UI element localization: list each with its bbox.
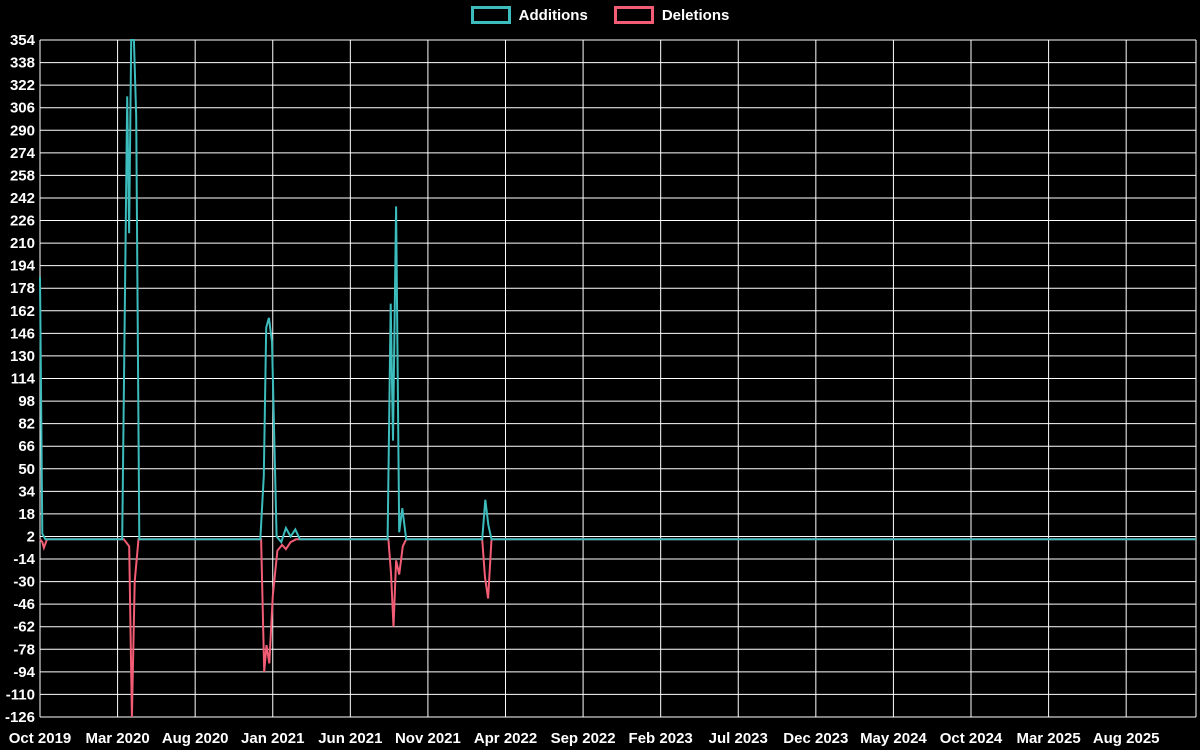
y-tick-label: -46 <box>13 596 35 613</box>
x-tick-label: Mar 2020 <box>85 730 149 747</box>
y-tick-label: 178 <box>10 280 35 297</box>
y-tick-label: 66 <box>18 438 35 455</box>
y-tick-label: 194 <box>10 258 36 275</box>
y-tick-label: 34 <box>18 483 35 500</box>
y-tick-label: 338 <box>10 55 35 72</box>
y-tick-label: -78 <box>13 641 35 658</box>
legend-label-additions: Additions <box>518 6 588 24</box>
series-line-deletions <box>39 538 1196 718</box>
series-line-additions <box>39 39 1196 545</box>
y-tick-label: 210 <box>10 235 35 252</box>
y-tick-label: 146 <box>10 325 35 342</box>
x-tick-label: Apr 2022 <box>474 730 537 747</box>
x-tick-label: Mar 2025 <box>1016 730 1080 747</box>
y-tick-label: 130 <box>10 348 35 365</box>
x-tick-label: Aug 2025 <box>1093 730 1160 747</box>
x-tick-label: Feb 2023 <box>629 730 693 747</box>
y-tick-label: -14 <box>13 551 35 568</box>
deletions-swatch-icon <box>613 6 654 24</box>
x-tick-label: Sep 2022 <box>551 730 616 747</box>
x-tick-label: Dec 2023 <box>783 730 848 747</box>
x-tick-label: Oct 2024 <box>940 730 1003 747</box>
additions-swatch-icon <box>470 6 511 24</box>
x-tick-label: Jan 2021 <box>241 730 304 747</box>
y-tick-label: -126 <box>5 709 35 726</box>
y-tick-label: 354 <box>10 32 36 49</box>
y-tick-label: 226 <box>10 213 35 230</box>
legend-label-deletions: Deletions <box>661 6 730 24</box>
y-tick-label: 18 <box>18 506 35 523</box>
legend-item-additions[interactable]: Additions <box>470 6 588 24</box>
x-tick-label: Nov 2021 <box>395 730 461 747</box>
y-tick-label: 322 <box>10 77 35 94</box>
y-tick-label: -30 <box>13 574 35 591</box>
y-tick-label: 258 <box>10 167 35 184</box>
legend-item-deletions[interactable]: Deletions <box>613 6 730 24</box>
x-tick-label: May 2024 <box>860 730 927 747</box>
y-tick-label: -94 <box>13 664 35 681</box>
y-tick-label: 114 <box>11 371 36 388</box>
chart-legend: Additions Deletions <box>0 6 1200 24</box>
x-tick-label: Jul 2023 <box>709 730 768 747</box>
y-tick-label: 98 <box>18 393 35 410</box>
y-tick-label: 50 <box>18 461 35 478</box>
y-tick-label: 290 <box>10 122 35 139</box>
x-tick-label: Oct 2019 <box>9 730 72 747</box>
y-tick-label: 162 <box>10 303 35 320</box>
x-tick-label: Jun 2021 <box>318 730 382 747</box>
y-tick-label: 242 <box>10 190 35 207</box>
y-tick-label: 274 <box>10 145 36 162</box>
y-tick-label: 306 <box>10 100 35 117</box>
x-tick-label: Aug 2020 <box>162 730 229 747</box>
y-tick-label: 82 <box>18 416 35 433</box>
y-tick-label: -110 <box>6 686 35 703</box>
y-tick-label: 2 <box>27 528 35 545</box>
y-tick-label: -62 <box>13 619 35 636</box>
